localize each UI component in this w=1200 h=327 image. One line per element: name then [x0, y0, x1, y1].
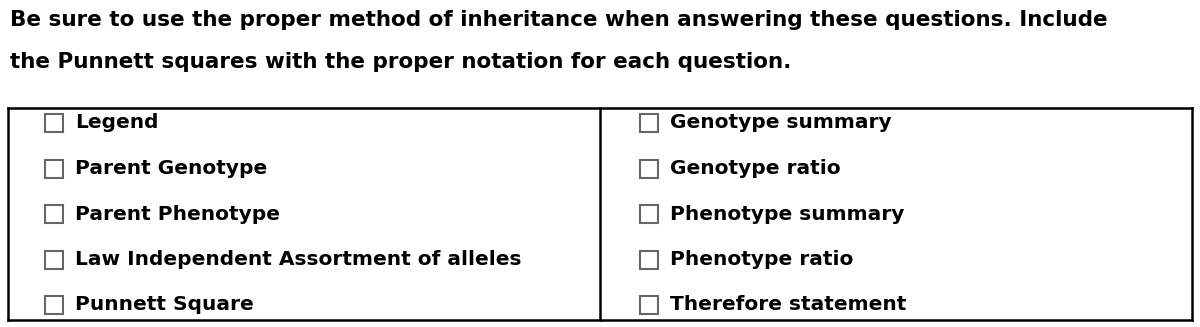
Bar [640, 160, 658, 178]
Text: Genotype ratio: Genotype ratio [670, 159, 841, 178]
Text: Parent Genotype: Parent Genotype [74, 159, 268, 178]
Bar [46, 160, 64, 178]
Text: Phenotype ratio: Phenotype ratio [670, 250, 853, 269]
Text: the Punnett squares with the proper notation for each question.: the Punnett squares with the proper nota… [10, 52, 791, 72]
Bar [46, 205, 64, 223]
Text: Law Independent Assortment of alleles: Law Independent Assortment of alleles [74, 250, 522, 269]
Bar [46, 114, 64, 132]
Text: Punnett Square: Punnett Square [74, 296, 253, 315]
Text: Legend: Legend [74, 113, 158, 132]
Bar [640, 296, 658, 314]
Bar [46, 296, 64, 314]
Text: Therefore statement: Therefore statement [670, 296, 906, 315]
Text: Phenotype summary: Phenotype summary [670, 204, 905, 223]
Text: Genotype summary: Genotype summary [670, 113, 892, 132]
Bar [640, 250, 658, 268]
Text: Be sure to use the proper method of inheritance when answering these questions. : Be sure to use the proper method of inhe… [10, 10, 1108, 30]
Bar [640, 114, 658, 132]
Text: Parent Phenotype: Parent Phenotype [74, 204, 280, 223]
Bar [46, 250, 64, 268]
Bar [640, 205, 658, 223]
